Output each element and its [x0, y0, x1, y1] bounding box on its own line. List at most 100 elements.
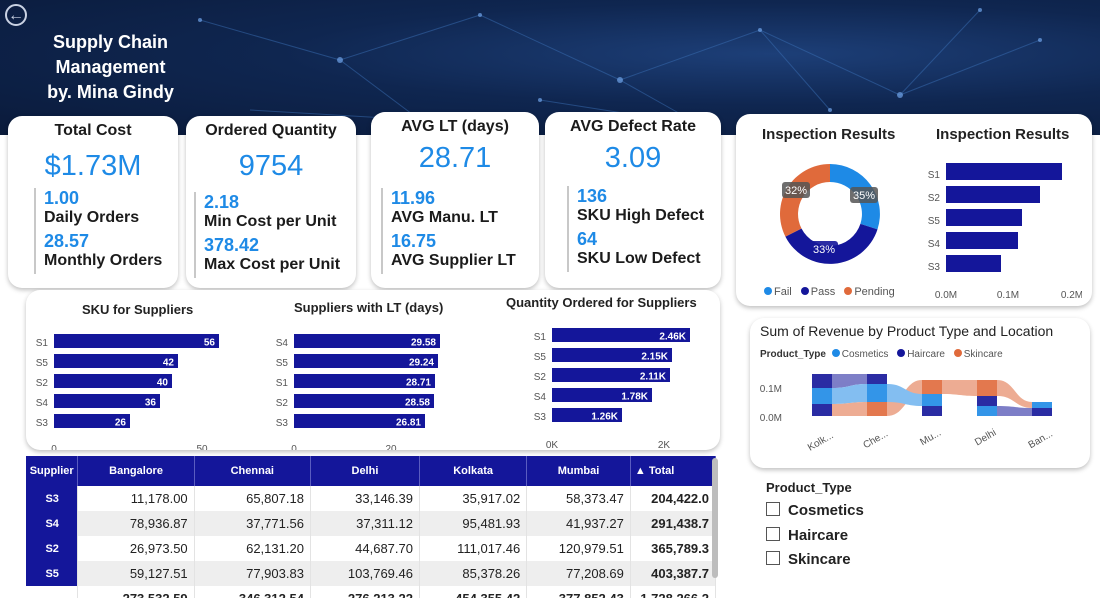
- svg-text:0.0M: 0.0M: [760, 413, 782, 424]
- bar: [54, 414, 130, 428]
- kpi-subs: 11.96 AVG Manu. LT 16.75 AVG Supplier LT: [381, 188, 516, 274]
- bar: [294, 354, 438, 368]
- axis-tick: 0: [51, 444, 57, 450]
- slicer-item-skincare[interactable]: Skincare: [766, 551, 851, 568]
- category-label: S1: [928, 170, 941, 181]
- col-header-chennai[interactable]: Chennai: [194, 456, 311, 486]
- axis-tick: 0.0M: [935, 290, 957, 301]
- bar-value-label: 42: [163, 358, 175, 369]
- table-cell: 77,208.69: [526, 561, 631, 586]
- table-scrollbar[interactable]: [712, 458, 718, 578]
- table-row[interactable]: S4 78,936.87 37,771.56 37,311.12 95,481.93 41…: [26, 511, 716, 536]
- svg-text:Kolk...: Kolk...: [806, 430, 836, 453]
- row-header: S3: [26, 486, 79, 511]
- table-cell: 403,387.7: [630, 561, 716, 586]
- table-cell: 78,936.87: [77, 511, 195, 536]
- lt-suppliers-chart[interactable]: S4 29.58 S5 29.24 S1 28.71 S2 28.58 S3 26.81 0 20: [270, 328, 490, 450]
- category-label: S1: [276, 378, 289, 389]
- bar-value-label: 2.15K: [641, 352, 668, 363]
- inspection-bar-chart[interactable]: S1 S2 S5 S4 S3 0.0M 0.1M 0.2M: [922, 158, 1082, 303]
- col-header-delhi[interactable]: Delhi: [310, 456, 420, 486]
- table-cell: 33,146.39: [310, 486, 420, 511]
- category-label: S3: [928, 262, 941, 273]
- category-label: S2: [36, 378, 49, 389]
- kpi-subs: 136 SKU High Defect 64 SKU Low Defect: [567, 186, 704, 272]
- bar-value-label: 29.58: [411, 338, 436, 349]
- category-label: S2: [276, 398, 289, 409]
- table-cell: 65,807.18: [194, 486, 311, 511]
- donut-label-pass: 33%: [813, 244, 835, 256]
- bar-value-label: 2.11K: [640, 372, 667, 383]
- total-cell: 346,312.54: [194, 586, 311, 598]
- category-label: S5: [928, 216, 941, 227]
- sku-suppliers-chart[interactable]: S1 56 S5 42 S2 40 S4 36 S3 26 0 50: [30, 328, 250, 450]
- table-cell: 291,438.7: [630, 511, 716, 536]
- table-cell: 77,903.83: [194, 561, 311, 586]
- bar: [54, 334, 219, 348]
- supplier-charts-card: SKU for Suppliers S1 56 S5 42 S2 40 S4 36 S3 26 0 5…: [26, 290, 720, 450]
- bar: [552, 328, 690, 342]
- category-label: S4: [36, 398, 49, 409]
- revenue-ribbon-chart[interactable]: 0.1M 0.0M Kolk... Che... Mu... Delhi Ban: [750, 364, 1090, 468]
- bar-value-label: 2.46K: [659, 332, 686, 343]
- table-cell: 35,917.02: [419, 486, 528, 511]
- col-header-mumbai[interactable]: Mumbai: [526, 456, 631, 486]
- table-cell: 59,127.51: [77, 561, 195, 586]
- kpi-card-avg-lt: AVG LT (days) 28.71 11.96 AVG Manu. LT 1…: [371, 112, 539, 288]
- category-label: S1: [534, 332, 547, 343]
- col-header-total[interactable]: ▲ Total: [630, 456, 716, 486]
- table-row[interactable]: S5 59,127.51 77,903.83 103,769.46 85,378.26 7…: [26, 561, 716, 586]
- kpi-subs: 1.00 Daily Orders 28.57 Monthly Orders: [34, 188, 162, 274]
- bar: [946, 186, 1040, 203]
- svg-text:Mu...: Mu...: [918, 428, 943, 449]
- table-cell: 41,937.27: [526, 511, 631, 536]
- revenue-matrix-table[interactable]: Supplier Bangalore Chennai Delhi Kolkata…: [26, 456, 716, 598]
- svg-text:Delhi: Delhi: [973, 427, 998, 448]
- row-header: S5: [26, 561, 79, 586]
- bar: [54, 374, 172, 388]
- inspection-card: Inspection Results 32% 35% 33% Fail Pass…: [736, 114, 1092, 306]
- total-cell: 1,728,266.2: [630, 586, 716, 598]
- qty-suppliers-chart[interactable]: S1 2.46K S5 2.15K S2 2.11K S4 1.78K S3 1.26K 0K 2K: [500, 324, 720, 450]
- table-cell: 120,979.51: [526, 536, 631, 561]
- table-cell: 44,687.70: [310, 536, 420, 561]
- bar-value-label: 28.58: [405, 398, 430, 409]
- bar: [552, 408, 622, 422]
- category-label: S1: [36, 338, 49, 349]
- category-label: S5: [36, 358, 49, 369]
- checkbox-icon: [766, 527, 780, 541]
- col-header-kolkata[interactable]: Kolkata: [419, 456, 528, 486]
- bar-value-label: 1.78K: [621, 392, 648, 403]
- checkbox-icon: [766, 551, 780, 565]
- category-label: S2: [928, 193, 941, 204]
- col-header-bangalore[interactable]: Bangalore: [77, 456, 195, 486]
- table-row[interactable]: S3 11,178.00 65,807.18 33,146.39 35,917.02 58…: [26, 486, 716, 511]
- slicer-item-haircare[interactable]: Haircare: [766, 527, 848, 544]
- revenue-legend: Product_Type Cosmetics Haircare Skincare: [760, 349, 1003, 360]
- table-cell: 58,373.47: [526, 486, 631, 511]
- back-arrow-icon[interactable]: ←: [5, 4, 27, 26]
- axis-tick: 0.2M: [1061, 290, 1082, 301]
- category-label: S3: [36, 418, 49, 429]
- axis-tick: 50: [196, 444, 208, 450]
- category-label: S4: [534, 392, 547, 403]
- total-cell: 377,852.43: [526, 586, 631, 598]
- table-row[interactable]: S2 26,973.50 62,131.20 44,687.70 111,017.46 1…: [26, 536, 716, 561]
- donut-label-pending: 35%: [853, 190, 875, 202]
- inspection-donut[interactable]: 32% 35% 33%: [770, 154, 890, 294]
- bar: [946, 255, 1001, 272]
- category-label: S2: [534, 372, 547, 383]
- category-label: S4: [276, 338, 289, 349]
- bar: [552, 348, 672, 362]
- table-cell: 37,771.56: [194, 511, 311, 536]
- kpi-card-ordered-quantity: Ordered Quantity 9754 2.18 Min Cost per …: [186, 116, 356, 288]
- slicer-item-cosmetics[interactable]: Cosmetics: [766, 502, 864, 519]
- table-cell: 365,789.3: [630, 536, 716, 561]
- category-label: S5: [276, 358, 289, 369]
- col-header-supplier[interactable]: Supplier: [26, 456, 79, 486]
- bar: [946, 163, 1062, 180]
- bar-value-label: 28.71: [406, 378, 431, 389]
- axis-tick: 2K: [658, 440, 671, 450]
- bar: [54, 354, 178, 368]
- bar-value-label: 40: [157, 378, 169, 389]
